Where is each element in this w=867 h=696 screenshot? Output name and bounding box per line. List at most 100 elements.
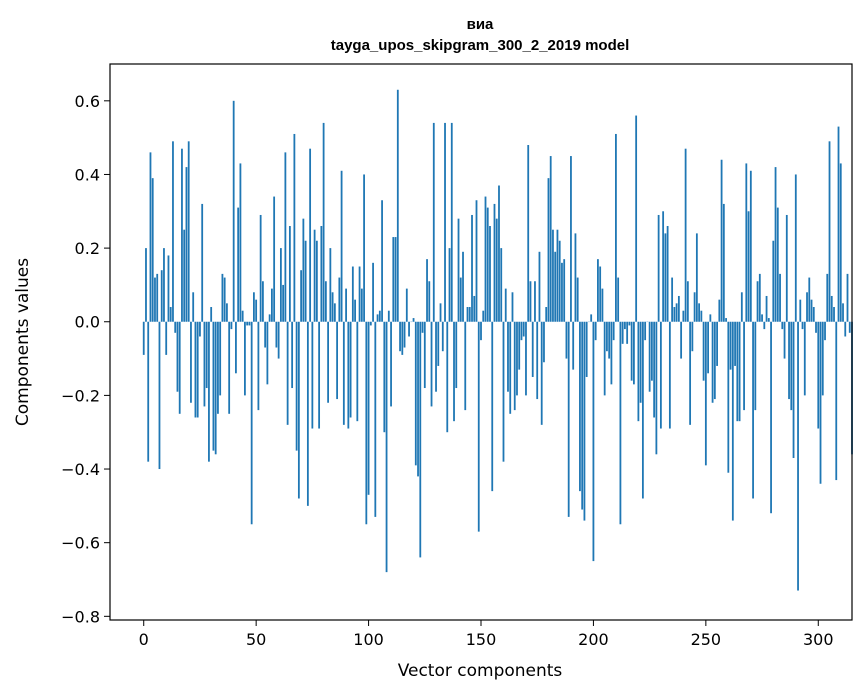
bar-167 (518, 321, 521, 370)
bar-64 (286, 321, 289, 425)
bar-46 (246, 321, 249, 326)
bar-149 (477, 321, 480, 532)
bar-283 (779, 273, 781, 322)
bar-307 (833, 307, 835, 322)
y-tick-label: −0.8 (61, 607, 100, 626)
bar-238 (677, 295, 680, 322)
bar-1 (145, 248, 147, 322)
bar-245 (693, 292, 696, 322)
bar-282 (776, 207, 779, 322)
bar-270 (749, 170, 752, 322)
bar-117 (405, 288, 408, 322)
x-tick-label: 250 (691, 630, 722, 649)
bar-48 (250, 321, 253, 525)
bar-137 (450, 122, 453, 322)
bar-63 (284, 152, 287, 322)
bar-67 (293, 133, 296, 322)
bar-157 (495, 218, 498, 322)
bar-244 (691, 321, 694, 352)
bar-71 (302, 218, 305, 322)
bar-121 (414, 321, 417, 466)
bar-175 (536, 321, 539, 400)
bar-127 (428, 281, 431, 322)
bar-91 (347, 321, 350, 429)
bar-105 (378, 310, 381, 322)
bar-217 (630, 321, 633, 381)
y-tick-label: 0.2 (75, 239, 100, 258)
bar-258 (722, 203, 725, 322)
bar-52 (259, 214, 262, 322)
bar-26 (201, 203, 204, 322)
y-tick-label: −0.4 (61, 460, 100, 479)
bar-84 (331, 292, 334, 322)
bar-141 (459, 277, 462, 322)
bar-0 (142, 321, 145, 355)
bar-112 (394, 237, 397, 322)
bar-62 (282, 284, 285, 322)
bar-199 (590, 314, 593, 322)
x-tick-label: 150 (466, 630, 497, 649)
bar-116 (403, 321, 406, 348)
y-tick-label: −0.2 (61, 386, 100, 405)
bar-247 (698, 303, 700, 322)
bar-200 (592, 321, 595, 562)
bar-223 (644, 321, 647, 341)
bar-101 (369, 321, 372, 326)
bar-23 (194, 321, 197, 418)
bar-188 (565, 321, 568, 359)
bar-196 (583, 321, 586, 521)
bar-251 (707, 321, 709, 374)
bar-143 (464, 321, 467, 411)
bar-169 (522, 321, 525, 337)
bar-47 (248, 321, 251, 326)
bar-274 (758, 273, 761, 322)
bar-94 (354, 299, 356, 322)
bar-136 (448, 248, 451, 322)
bar-197 (585, 321, 588, 377)
bar-264 (736, 321, 739, 422)
bar-207 (608, 321, 611, 359)
bar-80 (322, 122, 325, 322)
bar-65 (288, 226, 291, 322)
bar-214 (624, 321, 626, 330)
bar-34 (219, 321, 222, 396)
bar-11 (167, 255, 170, 322)
bar-193 (576, 277, 579, 322)
bar-299 (815, 321, 817, 333)
bar-90 (345, 288, 347, 322)
bar-73 (306, 321, 309, 506)
x-tick-label: 50 (246, 630, 266, 649)
bar-51 (257, 321, 260, 411)
bar-292 (799, 299, 802, 322)
bar-186 (561, 262, 563, 322)
bar-271 (752, 321, 754, 499)
bar-98 (363, 174, 365, 322)
bar-89 (342, 321, 345, 425)
bar-16 (178, 321, 181, 414)
bar-204 (601, 288, 604, 322)
bar-120 (412, 318, 415, 322)
bar-153 (486, 207, 489, 322)
bar-259 (725, 318, 727, 322)
bar-313 (846, 273, 849, 322)
bar-300 (817, 321, 820, 429)
bar-164 (511, 292, 514, 322)
chart-title: виа (467, 16, 494, 33)
bar-131 (437, 321, 440, 366)
bar-155 (491, 321, 494, 492)
bar-232 (664, 233, 667, 322)
bar-276 (763, 321, 766, 330)
bar-70 (300, 270, 303, 322)
bar-97 (360, 288, 363, 322)
x-tick-label: 100 (353, 630, 384, 649)
bar-310 (839, 163, 842, 322)
bar-110 (390, 321, 392, 407)
bar-36 (223, 277, 226, 322)
bars (142, 89, 853, 591)
bar-148 (475, 200, 478, 322)
bar-107 (383, 321, 386, 433)
bar-293 (801, 321, 804, 330)
bar-122 (417, 321, 419, 477)
bar-5 (154, 277, 156, 322)
bar-126 (426, 259, 428, 322)
